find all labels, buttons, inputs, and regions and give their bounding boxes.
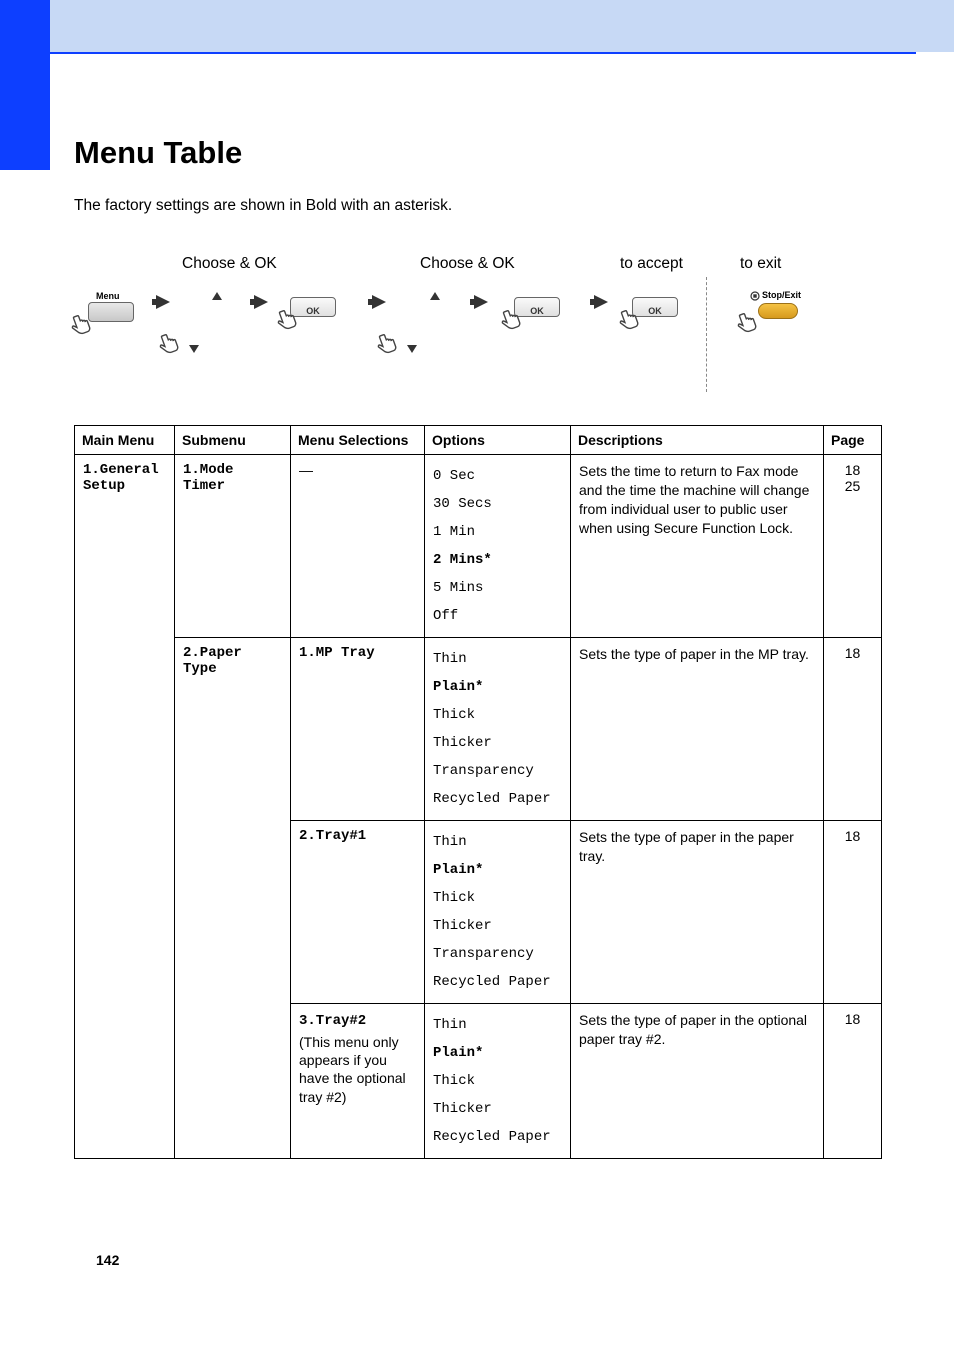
- arrow-icon: [474, 295, 488, 309]
- cell-selection: 1.MP Tray: [299, 645, 375, 661]
- arrow-icon: [156, 295, 170, 309]
- navigation-diagram: Choose & OK Choose & OK to accept to exi…: [74, 255, 882, 395]
- label-exit: to exit: [740, 255, 781, 273]
- cell-description: Sets the type of paper in the MP tray.: [571, 638, 824, 821]
- down-arrow-icon: [407, 345, 417, 353]
- up-arrow-icon: [430, 292, 440, 300]
- cell-page: 18: [824, 1004, 882, 1159]
- cell-submenu: 1.Mode Timer: [183, 462, 233, 494]
- cell-description: Sets the time to return to Fax mode and …: [571, 455, 824, 638]
- cell-page: 18: [824, 638, 882, 821]
- finger-icon: [370, 328, 403, 361]
- divider-dashed: [706, 277, 707, 392]
- page-title: Menu Table: [74, 135, 882, 171]
- cell-options: ThinPlain*ThickThickerRecycled Paper: [425, 1004, 571, 1159]
- menu-table: Main Menu Submenu Menu Selections Option…: [74, 425, 882, 1159]
- cell-page: 1825: [824, 455, 882, 638]
- menu-button-icon: [88, 302, 134, 322]
- label-choose-2: Choose & OK: [420, 255, 515, 273]
- cell-description: Sets the type of paper in the optional p…: [571, 1004, 824, 1159]
- cell-selection: 2.Tray#1: [299, 828, 366, 844]
- stopexit-button-icon: [758, 303, 798, 319]
- table-header-row: Main Menu Submenu Menu Selections Option…: [75, 426, 882, 455]
- cell-selection: —: [291, 455, 425, 638]
- ok-label: OK: [648, 306, 662, 316]
- th-submenu: Submenu: [175, 426, 291, 455]
- arrow-icon: [372, 295, 386, 309]
- th-descriptions: Descriptions: [571, 426, 824, 455]
- cell-main-menu: 1.General Setup: [83, 462, 159, 494]
- cell-page: 18: [824, 821, 882, 1004]
- th-main-menu: Main Menu: [75, 426, 175, 455]
- cell-description: Sets the type of paper in the paper tray…: [571, 821, 824, 1004]
- table-row: 2.Paper Type 1.MP Tray ThinPlain*ThickTh…: [75, 638, 882, 821]
- header-rule: [50, 52, 916, 54]
- th-page: Page: [824, 426, 882, 455]
- header-band: [0, 0, 954, 52]
- finger-icon: [152, 328, 185, 361]
- ok-label: OK: [306, 306, 320, 316]
- stop-circle-icon: [750, 291, 760, 301]
- stopexit-label: Stop/Exit: [762, 290, 801, 300]
- cell-options: 0 Sec30 Secs1 Min2 Mins*5 MinsOff: [425, 455, 571, 638]
- page-content: Menu Table The factory settings are show…: [74, 135, 882, 1159]
- chapter-bar: [0, 0, 50, 170]
- label-choose-1: Choose & OK: [182, 255, 277, 273]
- th-options: Options: [425, 426, 571, 455]
- th-menu-selections: Menu Selections: [291, 426, 425, 455]
- up-arrow-icon: [212, 292, 222, 300]
- cell-selection: 3.Tray#2: [299, 1013, 366, 1029]
- cell-options: ThinPlain*ThickThickerTransparencyRecycl…: [425, 821, 571, 1004]
- arrow-icon: [594, 295, 608, 309]
- label-accept: to accept: [620, 255, 683, 273]
- arrow-icon: [254, 295, 268, 309]
- cell-options: ThinPlain*ThickThickerTransparencyRecycl…: [425, 638, 571, 821]
- page-number: 142: [96, 1252, 119, 1268]
- table-row: 1.General Setup 1.Mode Timer — 0 Sec30 S…: [75, 455, 882, 638]
- ok-label: OK: [530, 306, 544, 316]
- page-subtitle: The factory settings are shown in Bold w…: [74, 197, 882, 215]
- cell-selection-note: (This menu only appears if you have the …: [299, 1033, 416, 1106]
- cell-submenu: 2.Paper Type: [183, 645, 242, 677]
- menu-label: Menu: [96, 291, 120, 301]
- down-arrow-icon: [189, 345, 199, 353]
